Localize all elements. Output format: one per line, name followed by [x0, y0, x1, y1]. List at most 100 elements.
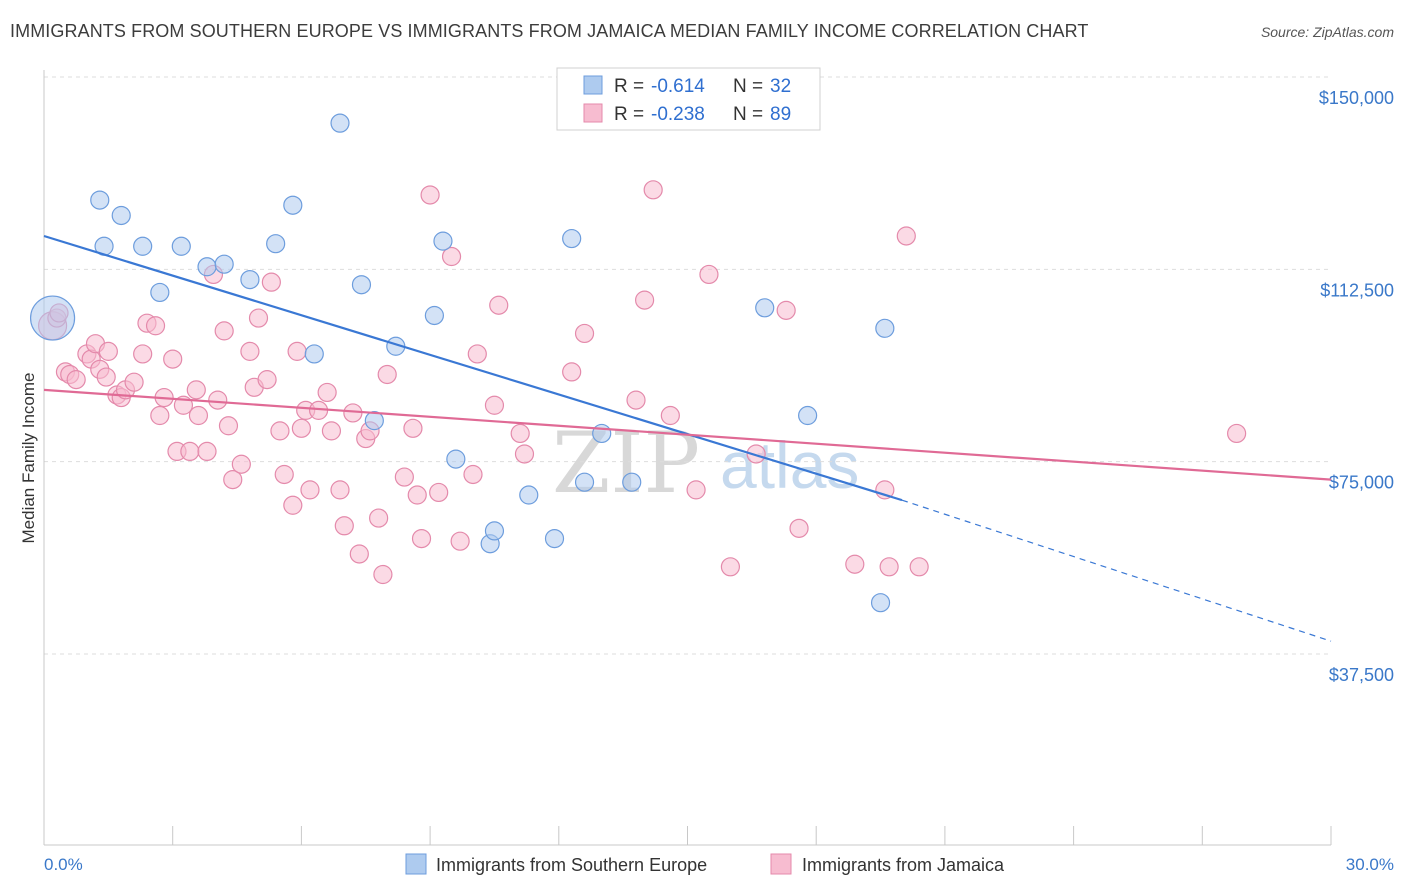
point-southern-europe [330, 113, 350, 133]
legend-r-value-2: -0.238 [651, 104, 705, 125]
point-jamaica [643, 180, 663, 200]
point-southern-europe [755, 298, 775, 318]
point-jamaica [163, 349, 183, 369]
x-axis-ticks [43, 826, 1332, 845]
point-jamaica [574, 323, 595, 344]
series-jamaica-points [37, 180, 1247, 585]
point-jamaica [231, 454, 251, 474]
legend-n-value-1: 32 [770, 76, 791, 97]
point-jamaica [317, 382, 337, 403]
point-southern-europe [197, 257, 217, 277]
point-jamaica [257, 370, 277, 390]
point-southern-europe [798, 405, 818, 426]
watermark-zip: ZIP [552, 414, 700, 512]
point-southern-europe [150, 282, 170, 303]
point-jamaica [789, 518, 809, 538]
point-jamaica [411, 528, 432, 549]
y-tick-label: $112,500 [1320, 280, 1394, 300]
point-southern-europe [870, 593, 891, 613]
gridlines [44, 76, 1331, 655]
point-jamaica [133, 344, 153, 364]
point-jamaica [746, 444, 766, 464]
point-jamaica [420, 185, 440, 205]
legend-n-value-2: 89 [770, 104, 791, 125]
point-jamaica [240, 341, 260, 361]
y-tick-labels: $150,000 $112,500 $75,000 $37,500 [1319, 88, 1394, 685]
y-tick-label: $150,000 [1319, 88, 1394, 108]
point-jamaica [1227, 423, 1247, 444]
point-jamaica [248, 308, 269, 328]
x-tick-label-right: 30.0% [1346, 855, 1394, 874]
point-jamaica [450, 531, 470, 551]
point-jamaica [489, 295, 509, 315]
y-tick-label: $37,500 [1329, 665, 1394, 685]
point-jamaica [510, 423, 530, 444]
point-southern-europe [133, 236, 153, 256]
point-jamaica [287, 341, 307, 361]
point-southern-europe [592, 423, 612, 444]
point-southern-europe [544, 528, 565, 549]
trend-lines [43, 234, 1332, 642]
point-jamaica [218, 416, 239, 436]
point-southern-europe [90, 190, 110, 210]
stats-legend: R = -0.614 N = 32 R = -0.238 N = 89 [556, 67, 821, 131]
point-jamaica [150, 405, 170, 426]
legend-r-label-2: R = [614, 104, 644, 125]
point-jamaica [879, 557, 899, 577]
point-southern-europe [875, 318, 895, 338]
x-tick-label-left: 0.0% [44, 855, 83, 874]
trend-line-southern-europe-extension [901, 499, 1332, 642]
point-southern-europe [519, 485, 539, 505]
point-southern-europe [111, 205, 131, 226]
point-jamaica [214, 321, 234, 341]
point-jamaica [467, 344, 487, 364]
point-southern-europe [364, 411, 384, 431]
legend-swatch-blue [583, 75, 603, 95]
point-jamaica [270, 421, 290, 441]
legend-swatch-pink [583, 103, 603, 123]
point-jamaica [484, 395, 505, 415]
point-jamaica [896, 226, 916, 246]
point-jamaica [291, 418, 311, 438]
legend-n-label-2: N = [733, 104, 763, 125]
bottom-legend-label-southern-europe: Immigrants from Southern Europe [436, 855, 707, 875]
point-southern-europe [622, 472, 642, 492]
point-jamaica [208, 390, 228, 410]
point-southern-europe [214, 254, 234, 274]
point-southern-europe [171, 236, 191, 256]
point-jamaica [626, 390, 646, 410]
trend-line-southern-europe [43, 234, 903, 502]
point-jamaica [349, 544, 369, 564]
point-jamaica [334, 516, 354, 536]
point-jamaica [514, 444, 535, 464]
legend-r-label-1: R = [614, 76, 644, 97]
point-jamaica [96, 367, 116, 387]
source-credit: Source: ZipAtlas.com [1260, 24, 1394, 40]
legend-n-label-1: N = [733, 76, 763, 97]
point-jamaica [407, 485, 427, 505]
point-jamaica [197, 441, 217, 462]
point-jamaica [403, 418, 423, 438]
point-jamaica [124, 372, 144, 392]
point-southern-europe [283, 195, 303, 215]
series-legend: Immigrants from Southern Europe Immigran… [405, 853, 1005, 875]
point-jamaica [274, 464, 294, 485]
point-southern-europe [304, 344, 324, 364]
y-tick-label: $75,000 [1329, 473, 1394, 493]
point-jamaica [145, 316, 166, 336]
point-southern-europe [266, 234, 286, 254]
point-jamaica [429, 482, 449, 503]
point-jamaica [394, 467, 414, 487]
point-jamaica [98, 341, 118, 361]
point-southern-europe [29, 295, 76, 341]
point-jamaica [180, 441, 200, 462]
point-jamaica [66, 370, 86, 390]
series-southern-europe-points [29, 113, 895, 613]
point-jamaica [720, 557, 741, 577]
point-jamaica [845, 554, 865, 574]
trend-line-jamaica [43, 388, 1332, 481]
bottom-legend-swatch-blue [405, 853, 427, 875]
point-jamaica [321, 421, 342, 441]
point-jamaica [441, 246, 462, 267]
